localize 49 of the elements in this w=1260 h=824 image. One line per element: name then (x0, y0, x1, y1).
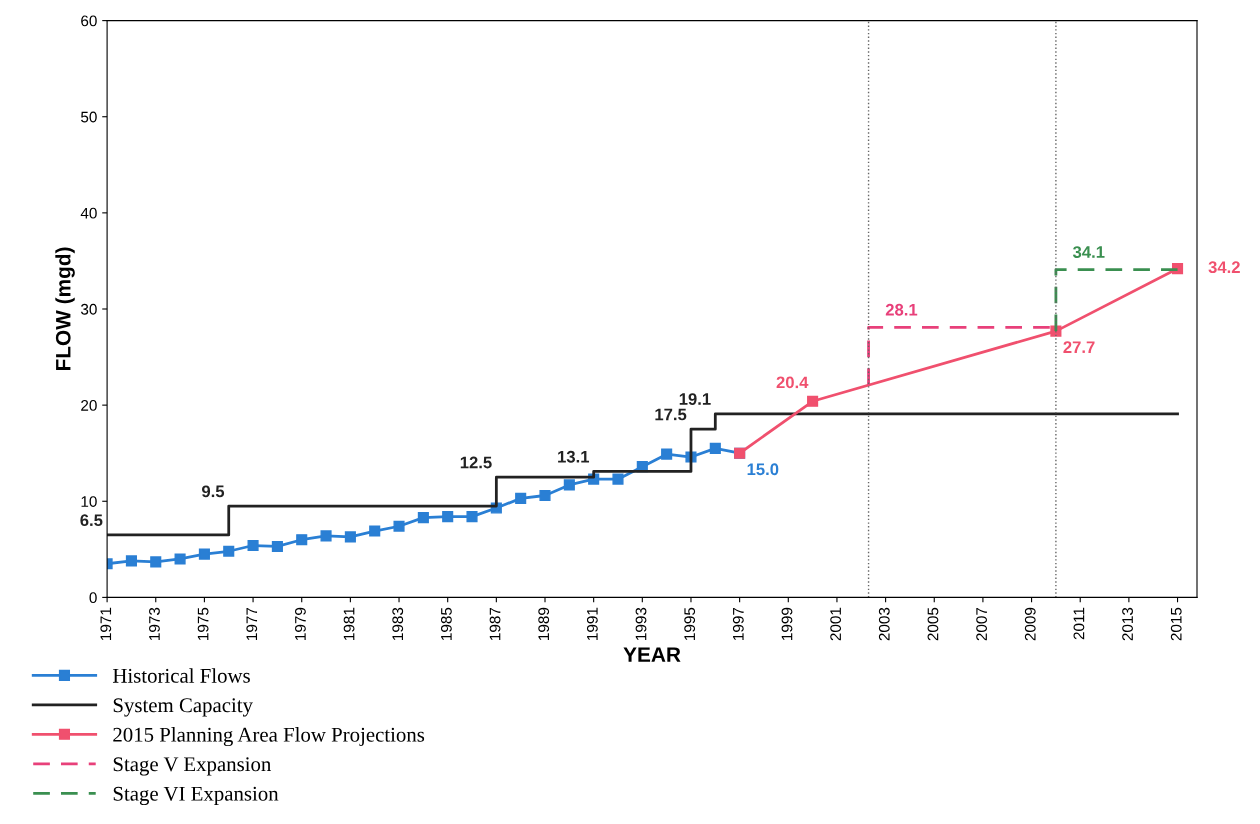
x-tick-label: 2005 (927, 607, 939, 641)
data-label: 34.2 (1208, 261, 1240, 274)
data-label: 6.5 (80, 514, 103, 527)
y-tick-label: 50 (81, 111, 97, 123)
data-label: 19.1 (679, 393, 711, 405)
x-tick-label: 1991 (586, 607, 598, 640)
x-tick-label: 2007 (976, 607, 988, 641)
x-tick-label: 1975 (197, 607, 209, 640)
data-label: 20.4 (776, 376, 809, 389)
legend-label: Stage V Expansion (113, 757, 272, 776)
x-tick-label: 1993 (635, 607, 647, 640)
data-label: 17.5 (655, 408, 687, 421)
x-tick-label: 1971 (100, 607, 112, 640)
x-tick-label: 1977 (246, 607, 258, 640)
x-tick-label: 1985 (440, 607, 452, 640)
x-axis-title: YEAR (623, 647, 681, 662)
x-tick-label: 2003 (878, 607, 890, 641)
data-label: 28.1 (885, 303, 918, 316)
x-tick-label: 1999 (781, 607, 793, 640)
data-label: 27.7 (1063, 341, 1095, 353)
data-label: 9.5 (201, 485, 225, 498)
x-tick-label: 1973 (149, 607, 160, 640)
legend-label: 2015 Planning Area Flow Projections (113, 727, 425, 747)
y-tick-label: 10 (81, 496, 97, 507)
x-tick-label: 1981 (343, 607, 355, 640)
x-tick-label: 2015 (1170, 607, 1182, 641)
y-tick-label: 60 (81, 15, 97, 27)
data-label: 13.1 (558, 450, 590, 463)
legend-label: Historical Flows (112, 668, 250, 683)
y-tick-label: 0 (89, 592, 97, 604)
x-tick-label: 1979 (295, 607, 306, 640)
x-tick-label: 1995 (684, 607, 696, 640)
y-tick-label: 40 (80, 207, 97, 219)
x-tick-label: 2013 (1122, 607, 1133, 641)
x-tick-label: 2011 (1073, 607, 1085, 640)
x-tick-label: 2001 (830, 607, 842, 641)
legend-label: System Capacity (113, 698, 253, 717)
y-tick-label: 30 (80, 303, 97, 315)
y-axis-title: FLOW (mgd) (55, 247, 75, 371)
data-label: 34.1 (1072, 246, 1105, 258)
legend-label: Stage VI Expansion (113, 786, 279, 806)
data-label: 12.5 (460, 456, 492, 469)
x-tick-label: 1987 (489, 607, 501, 640)
y-tick-label: 20 (81, 400, 97, 411)
x-tick-label: 1989 (538, 607, 550, 640)
x-tick-label: 1983 (392, 607, 404, 640)
data-label: 15.0 (747, 463, 779, 476)
x-tick-label: 1997 (732, 607, 744, 640)
x-tick-label: 2009 (1024, 607, 1036, 641)
